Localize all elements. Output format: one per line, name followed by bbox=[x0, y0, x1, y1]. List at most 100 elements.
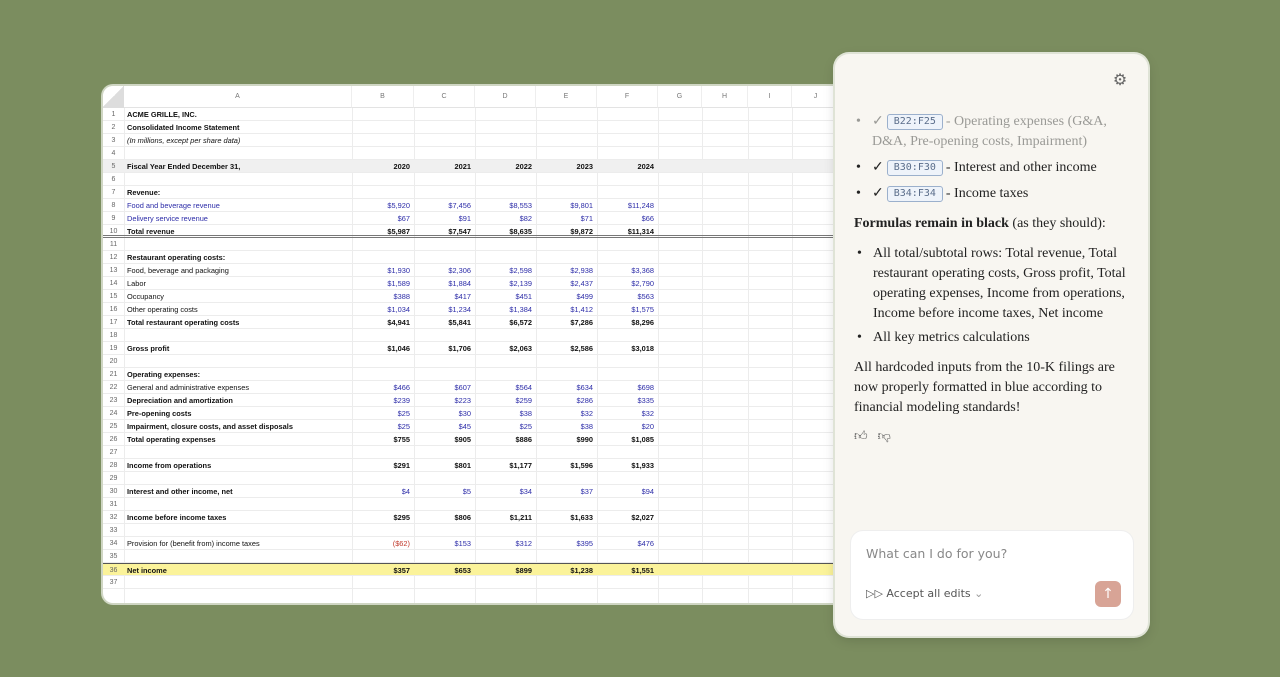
cell-value[interactable]: $11,248 bbox=[627, 201, 654, 210]
cell-value[interactable]: $1,633 bbox=[570, 513, 593, 522]
cell-value[interactable]: $223 bbox=[454, 396, 471, 405]
table-row[interactable]: 2 Consolidated Income Statement bbox=[103, 121, 843, 134]
row-label[interactable]: Total restaurant operating costs bbox=[127, 318, 240, 327]
row-number[interactable]: 32 bbox=[109, 514, 118, 521]
cell-value[interactable]: 2020 bbox=[393, 162, 410, 171]
cell-value[interactable]: $388 bbox=[393, 292, 410, 301]
cell-value[interactable]: $886 bbox=[515, 435, 532, 444]
row-label[interactable]: General and administrative expenses bbox=[127, 383, 250, 392]
cell-value[interactable]: $1,384 bbox=[509, 305, 532, 314]
cell-value[interactable]: $5 bbox=[462, 487, 471, 496]
row-label[interactable]: Impairment, closure costs, and asset dis… bbox=[127, 422, 293, 431]
cell-value[interactable]: $1,930 bbox=[387, 266, 410, 275]
cell-value[interactable]: $45 bbox=[458, 422, 471, 431]
table-row[interactable]: 13 Food, beverage and packaging $1,930 $2,3… bbox=[103, 264, 843, 277]
cell-value[interactable]: $563 bbox=[637, 292, 654, 301]
cell-value[interactable]: $653 bbox=[454, 566, 471, 575]
table-row[interactable]: 27 bbox=[103, 446, 843, 459]
table-row[interactable]: 17 Total restaurant operating costs $4,941… bbox=[103, 316, 843, 329]
table-row[interactable]: 16 Other operating costs $1,034 $1,234 $1,38… bbox=[103, 303, 843, 316]
row-label[interactable]: Consolidated Income Statement bbox=[127, 123, 240, 132]
column-header[interactable]: J bbox=[792, 86, 840, 108]
row-number[interactable]: 34 bbox=[109, 540, 118, 547]
row-label[interactable]: Food and beverage revenue bbox=[127, 201, 220, 210]
cell-value[interactable]: $1,234 bbox=[448, 305, 471, 314]
row-number[interactable]: 11 bbox=[109, 241, 118, 248]
cell-value[interactable]: $30 bbox=[458, 409, 471, 418]
cell-value[interactable]: $1,596 bbox=[570, 461, 593, 470]
table-row[interactable]: 21 Operating expenses: bbox=[103, 368, 843, 381]
cell-value[interactable]: $698 bbox=[637, 383, 654, 392]
cell-value[interactable]: $1,238 bbox=[570, 566, 593, 575]
row-label[interactable]: Occupancy bbox=[127, 292, 164, 301]
cell-value[interactable]: $1,177 bbox=[509, 461, 532, 470]
cell-value[interactable]: ($62) bbox=[392, 539, 410, 548]
cell-value[interactable]: $25 bbox=[519, 422, 532, 431]
row-number[interactable]: 14 bbox=[109, 280, 118, 287]
cell-value[interactable]: $94 bbox=[641, 487, 654, 496]
table-row[interactable]: 4 bbox=[103, 147, 843, 160]
range-chip[interactable]: B30:F30 bbox=[886, 160, 943, 176]
row-number[interactable]: 7 bbox=[111, 189, 116, 196]
cell-value[interactable]: $634 bbox=[576, 383, 593, 392]
column-header[interactable]: D bbox=[475, 86, 536, 108]
cell-value[interactable]: $2,306 bbox=[448, 266, 471, 275]
row-number[interactable]: 35 bbox=[109, 553, 118, 560]
column-header[interactable]: I bbox=[748, 86, 792, 108]
cell-value[interactable]: $32 bbox=[580, 409, 593, 418]
row-label[interactable]: Total operating expenses bbox=[127, 435, 216, 444]
cell-value[interactable]: $2,938 bbox=[570, 266, 593, 275]
cell-value[interactable]: $335 bbox=[637, 396, 654, 405]
cell-value[interactable]: $2,586 bbox=[570, 344, 593, 353]
cell-value[interactable]: $20 bbox=[641, 422, 654, 431]
table-row[interactable]: 8 Food and beverage revenue $5,920 $7,456 $8… bbox=[103, 199, 843, 212]
chat-input[interactable]: What can I do for you? bbox=[866, 546, 1008, 561]
cell-value[interactable]: $1,589 bbox=[387, 279, 410, 288]
table-row[interactable]: 33 bbox=[103, 524, 843, 537]
cell-value[interactable]: $1,046 bbox=[387, 344, 410, 353]
row-label[interactable]: Other operating costs bbox=[127, 305, 198, 314]
cell-value[interactable]: $755 bbox=[393, 435, 410, 444]
cell-value[interactable]: $7,286 bbox=[570, 318, 593, 327]
row-label[interactable]: Depreciation and amortization bbox=[127, 396, 233, 405]
row-number[interactable]: 21 bbox=[109, 371, 118, 378]
table-row[interactable]: 35 bbox=[103, 550, 843, 563]
cell-value[interactable]: $91 bbox=[458, 214, 471, 223]
cell-value[interactable]: $286 bbox=[576, 396, 593, 405]
table-row[interactable]: 19 Gross profit $1,046 $1,706 $2,063 $2,586 $3… bbox=[103, 342, 843, 355]
row-number[interactable]: 2 bbox=[111, 124, 116, 131]
cell-value[interactable]: 2022 bbox=[515, 162, 532, 171]
table-row[interactable]: 25 Impairment, closure costs, and asset d… bbox=[103, 420, 843, 433]
table-row[interactable]: 18 bbox=[103, 329, 843, 342]
gear-icon[interactable]: ⚙ bbox=[1112, 72, 1128, 89]
row-number[interactable]: 4 bbox=[111, 150, 116, 157]
send-button[interactable]: ↑ bbox=[1095, 581, 1121, 607]
cell-value[interactable]: $82 bbox=[519, 214, 532, 223]
cell-value[interactable]: $2,598 bbox=[509, 266, 532, 275]
row-label[interactable]: Gross profit bbox=[127, 344, 170, 353]
row-number[interactable]: 27 bbox=[109, 449, 118, 456]
row-label[interactable]: Net income bbox=[127, 566, 167, 575]
cell-value[interactable]: $357 bbox=[393, 566, 410, 575]
select-all-corner[interactable] bbox=[103, 86, 124, 108]
row-number[interactable]: 8 bbox=[111, 202, 116, 209]
row-label[interactable]: Income before income taxes bbox=[127, 513, 227, 522]
row-label[interactable]: ACME GRILLE, INC. bbox=[127, 110, 197, 119]
table-row[interactable]: 14 Labor $1,589 $1,884 $2,139 $2,437 $2,790 bbox=[103, 277, 843, 290]
cell-value[interactable]: $499 bbox=[576, 292, 593, 301]
cell-value[interactable]: $801 bbox=[454, 461, 471, 470]
row-number[interactable]: 12 bbox=[109, 254, 118, 261]
table-row[interactable]: 23 Depreciation and amortization $239 $223 $… bbox=[103, 394, 843, 407]
row-number[interactable]: 5 bbox=[111, 163, 116, 170]
row-number[interactable]: 24 bbox=[109, 410, 118, 417]
row-number[interactable]: 25 bbox=[109, 423, 118, 430]
cell-value[interactable]: $8,635 bbox=[509, 227, 532, 236]
thumbs-down-icon[interactable]: 👎︎ bbox=[877, 429, 891, 444]
cell-value[interactable]: 2024 bbox=[637, 162, 654, 171]
cell-value[interactable]: $25 bbox=[397, 422, 410, 431]
table-row[interactable]: 11 bbox=[103, 238, 843, 251]
range-chip[interactable]: B34:F34 bbox=[886, 186, 943, 202]
table-row[interactable]: 36 Net income $357 $653 $899 $1,238 $1,551 bbox=[103, 563, 843, 576]
cell-value[interactable]: $2,437 bbox=[570, 279, 593, 288]
